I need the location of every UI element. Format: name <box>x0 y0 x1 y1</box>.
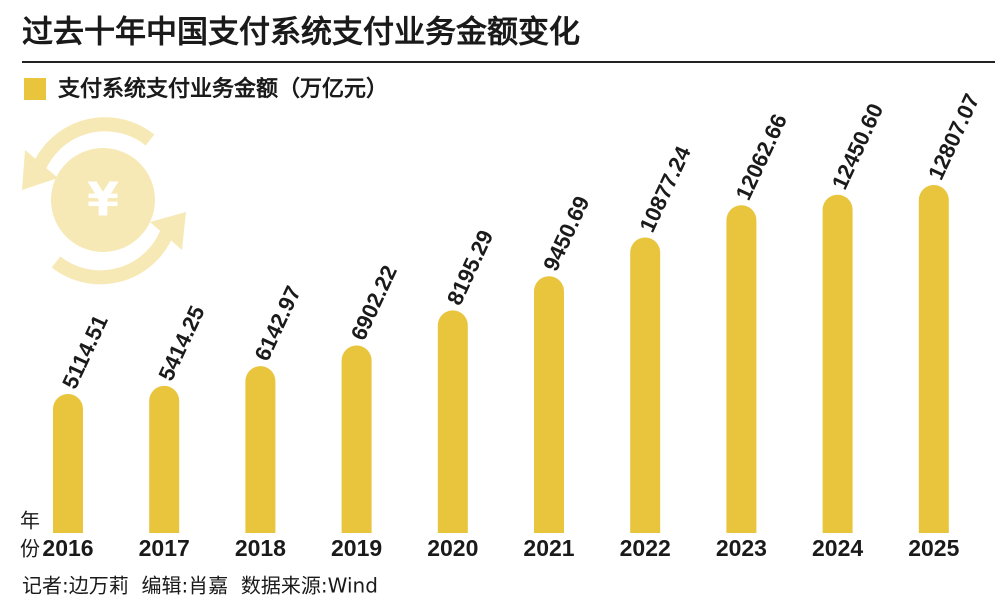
x-tick-label: 2025 <box>908 535 959 561</box>
legend-label: 支付系统支付业务金额（万亿元） <box>58 76 388 102</box>
bar <box>437 310 468 533</box>
x-tick-label: 2020 <box>427 535 478 561</box>
bar <box>341 345 372 533</box>
chart-title: 过去十年中国支付系统支付业务金额变化 <box>22 15 580 51</box>
svg-text:¥: ¥ <box>87 173 119 227</box>
x-tick-label: 2017 <box>139 535 190 561</box>
footer: 记者:边万莉 编辑:肖嘉 数据来源:Wind <box>22 574 378 598</box>
bar <box>918 185 949 533</box>
bar <box>53 394 84 533</box>
bar <box>822 194 853 533</box>
x-tick-label: 2016 <box>42 535 93 561</box>
x-tick-label: 2019 <box>331 535 382 561</box>
x-tick-label: 2018 <box>235 535 286 561</box>
x-axis-label: 年 <box>20 509 40 533</box>
yen-icon: ¥ <box>22 117 186 285</box>
x-tick-label: 2022 <box>620 535 671 561</box>
bar <box>245 366 276 533</box>
x-tick-label: 2021 <box>523 535 574 561</box>
bar <box>630 237 661 533</box>
bar <box>726 205 757 533</box>
x-tick-label: 2024 <box>812 535 863 561</box>
x-axis-label: 份 <box>20 537 40 561</box>
bar <box>149 385 180 533</box>
legend-swatch <box>24 78 46 100</box>
bar <box>534 276 564 533</box>
x-tick-label: 2023 <box>716 535 767 561</box>
